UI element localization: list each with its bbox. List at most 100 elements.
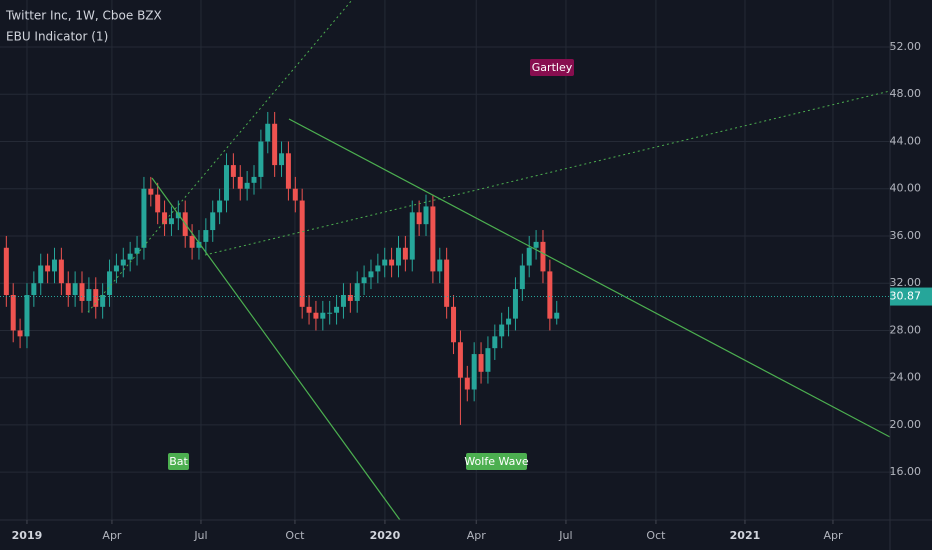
candle-body — [38, 265, 44, 284]
candle-body — [148, 188, 154, 195]
candle-body — [134, 247, 140, 254]
candle-body — [100, 295, 106, 307]
candle-body — [492, 336, 498, 349]
candle-body — [382, 259, 388, 266]
candle-body — [196, 241, 202, 248]
candle-body — [451, 306, 457, 343]
y-tick-label: 32.00 — [890, 276, 922, 289]
x-tick-label: Apr — [823, 529, 843, 542]
candle-body — [79, 283, 85, 301]
y-tick-label: 36.00 — [890, 229, 922, 242]
candle-body — [430, 206, 436, 272]
candle-body — [72, 283, 78, 296]
candle-body — [540, 241, 546, 272]
candle-body — [368, 271, 374, 278]
candle-body — [423, 206, 429, 225]
x-tick-label: Oct — [285, 529, 305, 542]
candle-body — [155, 194, 161, 213]
candle-body — [127, 253, 133, 260]
candle-body — [457, 342, 463, 378]
candle-body — [389, 259, 395, 266]
candle-body — [258, 141, 264, 177]
candle-body — [3, 247, 9, 296]
candle-body — [506, 318, 512, 325]
candle-body — [120, 259, 126, 266]
candle-body — [210, 212, 216, 231]
candle-body — [141, 188, 147, 248]
x-tick-label: 2020 — [370, 529, 401, 542]
candle-body — [533, 241, 539, 248]
candle-body — [347, 295, 353, 301]
candle-body — [113, 265, 119, 272]
trend-line — [151, 177, 401, 521]
candle-body — [93, 289, 99, 307]
pattern-label: Wolfe Wave — [464, 455, 529, 468]
candle-body — [334, 306, 340, 313]
candle-body — [272, 123, 278, 166]
candle-body — [478, 354, 484, 372]
candle-body — [512, 289, 518, 319]
x-tick-label: 2019 — [12, 529, 43, 542]
indicator-label: EBU Indicator (1) — [6, 30, 108, 44]
candle-body — [471, 354, 477, 390]
candle-body — [299, 200, 305, 307]
pattern-badge — [530, 59, 574, 76]
candle-body — [251, 176, 257, 183]
candle-body — [45, 265, 51, 272]
candle-body — [547, 271, 553, 319]
candle-body — [320, 312, 326, 319]
candle-body — [464, 377, 470, 390]
y-tick-label: 44.00 — [890, 134, 922, 147]
candle-body — [24, 295, 30, 337]
candle-body — [285, 153, 291, 189]
trend-line — [87, 0, 353, 313]
candle-body — [107, 271, 113, 296]
last-price-badge — [890, 287, 932, 306]
last-price-label: 30.87 — [890, 290, 922, 303]
candle-body — [485, 348, 491, 372]
x-tick-label: Jul — [558, 529, 572, 542]
candle-body — [402, 247, 408, 260]
candle-body — [244, 182, 250, 189]
y-tick-label: 20.00 — [890, 418, 922, 431]
pattern-label: Gartley — [532, 61, 573, 74]
trend-line — [288, 118, 891, 438]
candle-body — [17, 330, 23, 337]
y-tick-label: 16.00 — [890, 465, 922, 478]
candle-body — [168, 218, 174, 225]
candle-body — [217, 200, 223, 213]
candle-body — [519, 265, 525, 290]
candle-body — [58, 259, 64, 284]
candle-body — [444, 259, 450, 307]
y-tick-label: 52.00 — [890, 40, 922, 53]
y-tick-label: 40.00 — [890, 182, 922, 195]
candle-body — [203, 230, 209, 242]
candle-body — [416, 212, 422, 225]
chart-title: Twitter Inc, 1W, Cboe BZX — [5, 9, 162, 23]
y-tick-label: 48.00 — [890, 87, 922, 100]
x-tick-label: Oct — [646, 529, 666, 542]
candle-body — [223, 165, 229, 201]
candle-body — [10, 295, 16, 331]
candle-body — [409, 212, 415, 260]
candle-body — [237, 176, 243, 189]
pattern-label: Bat — [169, 455, 188, 468]
candle-body — [31, 283, 37, 296]
y-tick-label: 28.00 — [890, 323, 922, 336]
candle-body — [65, 283, 71, 296]
candle-body — [526, 247, 532, 266]
candle-body — [230, 165, 236, 177]
candle-body — [554, 312, 560, 319]
candle-body — [499, 324, 505, 337]
y-tick-label: 24.00 — [890, 371, 922, 384]
candle-body — [265, 123, 271, 142]
x-tick-label: Jul — [193, 529, 207, 542]
candle-body — [354, 283, 360, 301]
candle-body — [279, 153, 285, 166]
x-tick-label: Apr — [467, 529, 487, 542]
candle-body — [292, 188, 298, 201]
x-tick-label: Apr — [102, 529, 122, 542]
candle-body — [86, 289, 92, 301]
candle-body — [306, 306, 312, 313]
